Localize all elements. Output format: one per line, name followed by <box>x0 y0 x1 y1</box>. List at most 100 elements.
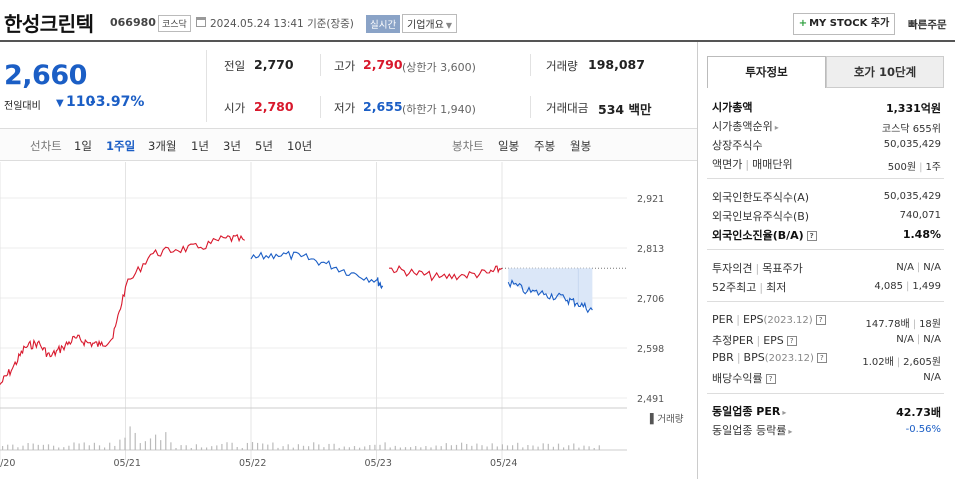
divider <box>530 96 531 118</box>
volume-bar <box>323 447 325 450</box>
foreign-ratio-value: 1.48% <box>902 228 941 241</box>
industry-rate-value: -0.56% <box>905 424 941 435</box>
volume-bar <box>195 444 197 450</box>
chevron-right-icon: ▸ <box>782 408 787 417</box>
y-tick-label: 2,706 <box>637 294 664 305</box>
volume-bar <box>455 444 458 450</box>
help-icon[interactable]: ? <box>815 315 826 325</box>
volume-bar <box>63 447 65 450</box>
cap-rank-link[interactable]: 시가총액순위 ▸ <box>712 120 779 133</box>
panel-divider <box>697 42 698 479</box>
foreign-ratio-label: 외국인소진율(B/A)? <box>712 227 817 243</box>
tab-3month[interactable]: 3개월 <box>148 139 177 153</box>
opinion-target-label: 투자의견 | 목표주가 <box>712 262 803 275</box>
price-chart[interactable]: 2,921 2,813 2,706 2,598 2,491 05/20 05/21 05/22… <box>0 162 697 479</box>
foreign-limit-label: 외국인한도주식수(A) <box>712 191 810 204</box>
volume-bar <box>262 443 264 450</box>
side-tabs: 투자정보 호가 10단계 <box>707 56 944 88</box>
volume-value: 198,087 <box>588 57 645 72</box>
volume-bar <box>404 447 407 450</box>
volume-bar <box>231 442 233 450</box>
divider <box>707 178 944 179</box>
market-badge: 코스닥 <box>158 15 191 32</box>
volume-bar <box>369 445 371 450</box>
volume-bar <box>7 444 9 450</box>
chart-period-tabs: 선차트 1일 1주일 3개월 1년 3년 5년 10년 봉차트 일봉 주봉 월봉 <box>0 128 697 161</box>
stock-header: 한성크린텍 066980 코스닥 2024.05.24 13:41 기준(장중)… <box>0 0 955 42</box>
upper-limit: (상한가 3,600) <box>402 61 476 74</box>
y-tick-label: 2,491 <box>637 394 664 405</box>
volume-bar <box>389 447 391 450</box>
volume-bar <box>292 447 294 450</box>
lower-limit: (하한가 1,940) <box>402 103 476 116</box>
per-eps-value: 147.78배 | 18원 <box>865 319 941 330</box>
help-icon[interactable]: ? <box>786 336 797 346</box>
quick-order-link[interactable]: 빠른주문 <box>908 19 947 31</box>
volume-bar <box>226 442 228 450</box>
volume-bar <box>379 444 381 450</box>
volume-bar <box>236 446 238 450</box>
chevron-right-icon: ▸ <box>788 427 793 436</box>
volume-bar <box>537 446 539 450</box>
volume-bar <box>221 443 223 450</box>
volume-bar <box>593 447 595 450</box>
high-label: 고가 <box>334 59 356 73</box>
volume-bar <box>481 445 483 450</box>
volume-bar <box>348 447 350 450</box>
volume-bar <box>190 447 192 450</box>
industry-per-link[interactable]: 동일업종 PER ▸ <box>712 405 787 418</box>
volume-bar <box>104 447 106 450</box>
tab-1day[interactable]: 1일 <box>74 139 92 153</box>
industry-rate-link[interactable]: 동일업종 등락률 ▸ <box>712 424 793 437</box>
tab-daily[interactable]: 일봉 <box>498 139 520 153</box>
help-icon[interactable]: ? <box>765 374 776 384</box>
high-value: 2,790 <box>363 57 403 72</box>
price-change: 110 <box>66 94 96 110</box>
market-cap-value: 1,331억원 <box>885 102 941 115</box>
tab-hoga-10[interactable]: 호가 10단계 <box>826 56 944 88</box>
tab-weekly[interactable]: 주봉 <box>534 139 556 153</box>
volume-bar <box>68 445 70 450</box>
volume-bar <box>297 444 299 450</box>
volume-bar <box>313 442 315 450</box>
volume-label: 거래량 <box>546 59 578 73</box>
current-price: 2,660 <box>4 60 87 91</box>
volume-bar <box>2 445 4 450</box>
tab-invest-info[interactable]: 투자정보 <box>707 56 826 88</box>
volume-legend: ▌거래량 <box>649 413 684 425</box>
volume-bar <box>435 445 437 450</box>
tab-5year[interactable]: 5년 <box>255 139 273 153</box>
x-tick-label: 05/23 <box>365 458 392 469</box>
volume-bar <box>328 443 330 450</box>
tab-1year[interactable]: 1년 <box>191 139 209 153</box>
dividend-value: N/A <box>923 372 941 383</box>
price-series-line <box>250 250 384 290</box>
divider <box>206 50 207 122</box>
divider <box>707 249 944 250</box>
add-mystock-button[interactable]: + MY STOCK 추가 <box>793 13 895 35</box>
volume-bar <box>88 445 90 450</box>
volume-bar <box>527 445 529 450</box>
x-tick-label: 05/20 <box>0 458 15 469</box>
help-icon[interactable]: ? <box>816 353 827 363</box>
tab-3year[interactable]: 3년 <box>223 139 241 153</box>
volume-bar <box>547 443 549 450</box>
volume-bar <box>486 446 488 450</box>
tab-1week[interactable]: 1주일 <box>106 139 136 153</box>
stock-code: 066980 <box>110 16 156 29</box>
volume-bar <box>430 447 432 450</box>
volume-bar <box>461 442 463 450</box>
open-label: 시가 <box>224 101 246 115</box>
volume-bar <box>58 447 60 450</box>
volume-bar <box>343 446 345 450</box>
tab-monthly[interactable]: 월봉 <box>570 139 592 153</box>
price-series-line <box>389 265 503 282</box>
tab-10year[interactable]: 10년 <box>287 139 313 153</box>
volume-bar <box>364 446 366 450</box>
divider <box>707 393 944 394</box>
volume-bar <box>506 445 509 450</box>
volume-bar <box>185 445 187 450</box>
help-icon[interactable]: ? <box>806 231 817 241</box>
company-overview-dropdown[interactable]: 기업개요 ▼ <box>402 14 457 33</box>
volume-bar <box>425 446 427 450</box>
